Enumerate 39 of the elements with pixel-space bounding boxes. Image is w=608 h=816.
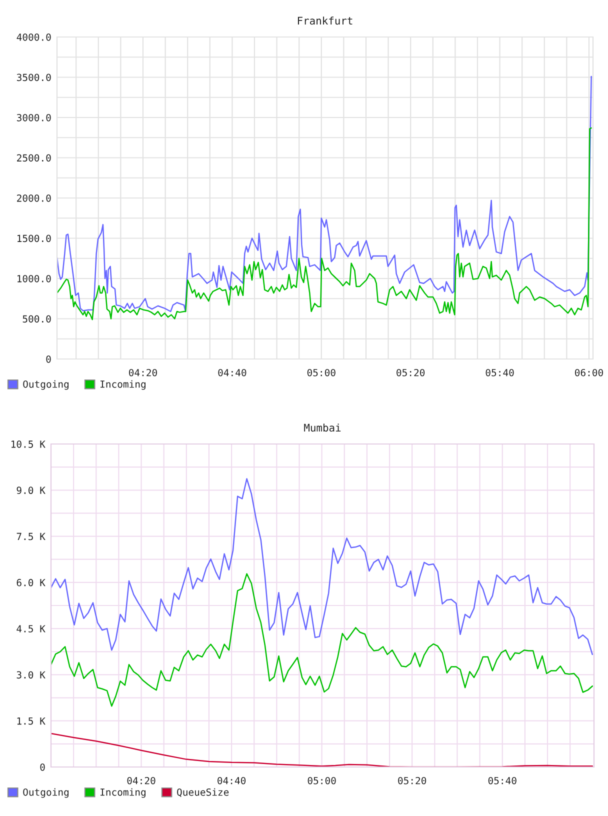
x-tick-label: 05:40	[486, 368, 514, 376]
x-tick-label: 05:40	[488, 776, 516, 784]
y-tick-label: 1000.0	[17, 275, 51, 282]
y-tick-label: 3500.0	[16, 74, 51, 82]
y-tick-label: 2500.0	[17, 154, 51, 162]
legend-label: Incoming	[100, 788, 146, 798]
chart-title: Frankfurt	[298, 16, 352, 25]
line-series	[57, 76, 592, 312]
line-series	[51, 573, 593, 707]
line-series	[51, 478, 593, 656]
y-tick-label: 1500.0	[17, 234, 51, 242]
x-tick-label: 04:40	[218, 368, 246, 376]
x-tick-label: 05:00	[307, 368, 336, 376]
legend-label: Incoming	[100, 380, 146, 390]
y-tick-label: 1.5 K	[17, 717, 46, 725]
y-tick-label: 2000.0	[17, 194, 51, 202]
x-tick-label: 06:00	[574, 368, 603, 376]
x-tick-label: 04:40	[218, 776, 246, 784]
legend-label: Outgoing	[23, 788, 68, 798]
y-tick-label: 500.0	[22, 315, 51, 323]
x-tick-label: 04:20	[128, 368, 157, 376]
y-tick-label: 6.0 K	[16, 578, 46, 586]
x-tick-label: 05:20	[398, 776, 426, 784]
y-tick-label: 7.5 K	[16, 532, 46, 540]
legend-label: QueueSize	[177, 788, 229, 797]
y-tick-label: 0	[40, 764, 45, 771]
x-tick-label: 05:20	[396, 368, 425, 376]
y-tick-label: 4000.0	[16, 34, 51, 41]
chart-title: Mumbai	[304, 424, 341, 432]
x-tick-label: 04:20	[127, 776, 156, 784]
y-tick-label: 9.0 K	[16, 486, 46, 494]
legend-label: Outgoing	[23, 380, 68, 390]
y-tick-label: 0	[46, 356, 51, 363]
line-series	[57, 127, 592, 320]
y-tick-label: 4.5 K	[16, 625, 46, 632]
y-tick-label: 10.5 K	[11, 440, 46, 448]
y-tick-label: 3.0 K	[16, 671, 46, 679]
x-tick-label: 05:00	[308, 776, 336, 784]
y-tick-label: 3000.0	[16, 114, 51, 122]
